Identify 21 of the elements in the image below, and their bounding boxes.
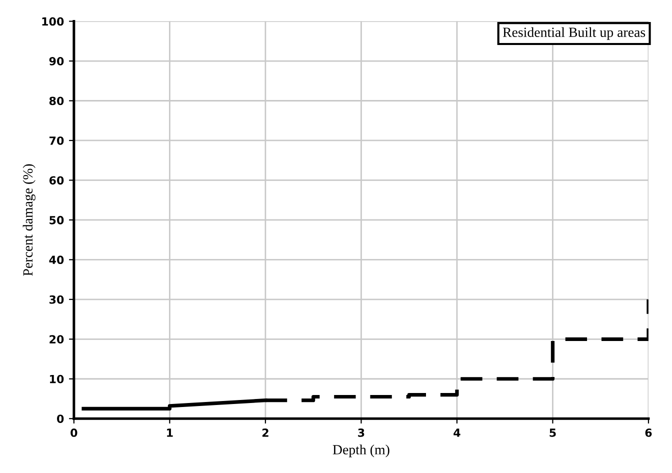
y-tick-label: 90: [49, 56, 64, 66]
x-tick-label: 1: [167, 428, 173, 437]
x-axis-title: Depth (m): [332, 444, 390, 458]
x-tick-label: 4: [454, 428, 460, 437]
y-tick-label: 70: [49, 136, 64, 145]
y-tick-label: 60: [49, 176, 64, 185]
y-tick-label: 50: [50, 216, 64, 224]
x-tick-label: 5: [550, 428, 556, 437]
x-tick-label: 2: [262, 428, 268, 437]
y-tick-label: 0: [57, 414, 64, 423]
y-tick-label: 80: [49, 96, 64, 106]
y-axis-title: Percent damage (%): [22, 164, 36, 276]
x-tick-label: 3: [358, 428, 364, 437]
y-tick-label: 100: [42, 17, 64, 26]
x-tick-label: 6: [645, 428, 652, 437]
y-tick-label: 40: [49, 256, 64, 264]
y-tick-label: 10: [50, 374, 64, 384]
y-tick-label: 30: [49, 295, 64, 304]
annotation: Residential Built up areas: [502, 27, 646, 40]
x-tick-label: 0: [70, 428, 78, 437]
y-tick-label: 20: [50, 335, 64, 344]
